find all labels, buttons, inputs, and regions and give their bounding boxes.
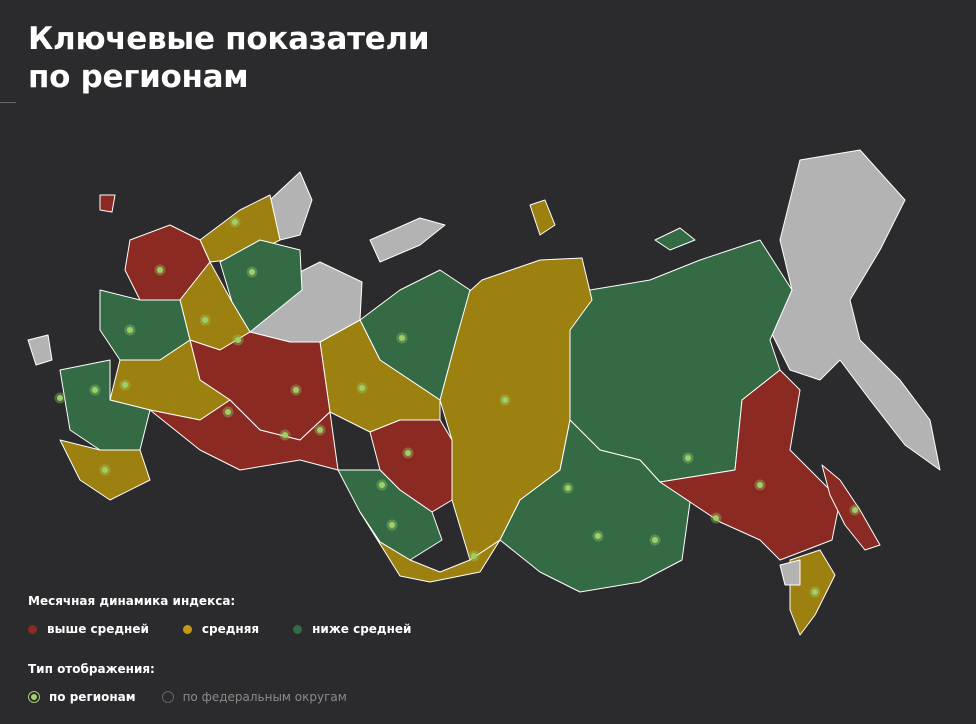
marker[interactable] <box>386 519 398 531</box>
legend-label: ниже средней <box>312 622 412 636</box>
marker[interactable] <box>314 424 326 436</box>
radio-button[interactable] <box>28 691 40 703</box>
display-mode: Тип отображения: по регионам по федеральн… <box>28 662 347 704</box>
region[interactable] <box>499 419 691 593</box>
region[interactable] <box>319 319 441 433</box>
region[interactable] <box>149 399 339 471</box>
marker[interactable] <box>562 482 574 494</box>
legend-label: средняя <box>201 622 260 636</box>
marker[interactable] <box>124 324 136 336</box>
region[interactable] <box>769 149 941 471</box>
display-option[interactable]: по федеральным округам <box>161 690 347 704</box>
legend-items: выше средней средняя ниже средней <box>28 622 411 636</box>
divider <box>0 102 16 103</box>
marker[interactable] <box>246 266 258 278</box>
marker[interactable] <box>649 534 661 546</box>
region[interactable] <box>369 217 446 263</box>
title-line: Ключевые показатели <box>28 21 430 57</box>
marker[interactable] <box>376 479 388 491</box>
marker[interactable] <box>710 512 722 524</box>
radio-button[interactable] <box>161 691 174 703</box>
marker[interactable] <box>402 447 414 459</box>
marker[interactable] <box>592 530 604 542</box>
region[interactable] <box>821 464 881 551</box>
option-label: по регионам <box>49 690 136 704</box>
display-options: по регионам по федеральным округам <box>28 690 347 704</box>
marker[interactable] <box>290 384 302 396</box>
legend-label: выше средней <box>47 622 149 636</box>
marker[interactable] <box>849 504 861 516</box>
display-title: Тип отображения: <box>28 662 155 676</box>
region[interactable] <box>99 194 116 213</box>
marker[interactable] <box>119 379 131 391</box>
region[interactable] <box>59 359 151 451</box>
marker[interactable] <box>199 314 211 326</box>
marker[interactable] <box>89 384 101 396</box>
legend-swatch <box>28 624 37 634</box>
display-option[interactable]: по регионам <box>28 690 136 704</box>
marker[interactable] <box>682 452 694 464</box>
marker[interactable] <box>54 392 66 404</box>
region[interactable] <box>529 199 556 236</box>
legend-item[interactable]: ниже средней <box>293 622 411 636</box>
marker[interactable] <box>754 479 766 491</box>
legend-item[interactable]: средняя <box>182 622 260 636</box>
legend-swatch <box>293 624 303 634</box>
page-title: Ключевые показатели по регионам <box>28 20 430 96</box>
region[interactable] <box>779 559 801 586</box>
marker[interactable] <box>229 216 241 228</box>
marker[interactable] <box>468 550 480 562</box>
legend-item[interactable]: выше средней <box>28 622 149 636</box>
marker[interactable] <box>356 382 368 394</box>
option-label: по федеральным округам <box>182 690 347 704</box>
legend-title: Месячная динамика индекса: <box>28 594 236 608</box>
legend: Месячная динамика индекса: выше средней с… <box>28 594 411 636</box>
marker[interactable] <box>279 429 291 441</box>
legend-swatch <box>182 624 192 634</box>
marker[interactable] <box>154 264 166 276</box>
marker[interactable] <box>99 464 111 476</box>
marker[interactable] <box>232 334 244 346</box>
marker[interactable] <box>222 406 234 418</box>
marker[interactable] <box>499 394 511 406</box>
title-line: по регионам <box>28 59 249 95</box>
region[interactable] <box>359 511 501 583</box>
region[interactable] <box>654 227 696 251</box>
marker[interactable] <box>809 586 821 598</box>
region[interactable] <box>27 334 53 366</box>
marker[interactable] <box>396 332 408 344</box>
